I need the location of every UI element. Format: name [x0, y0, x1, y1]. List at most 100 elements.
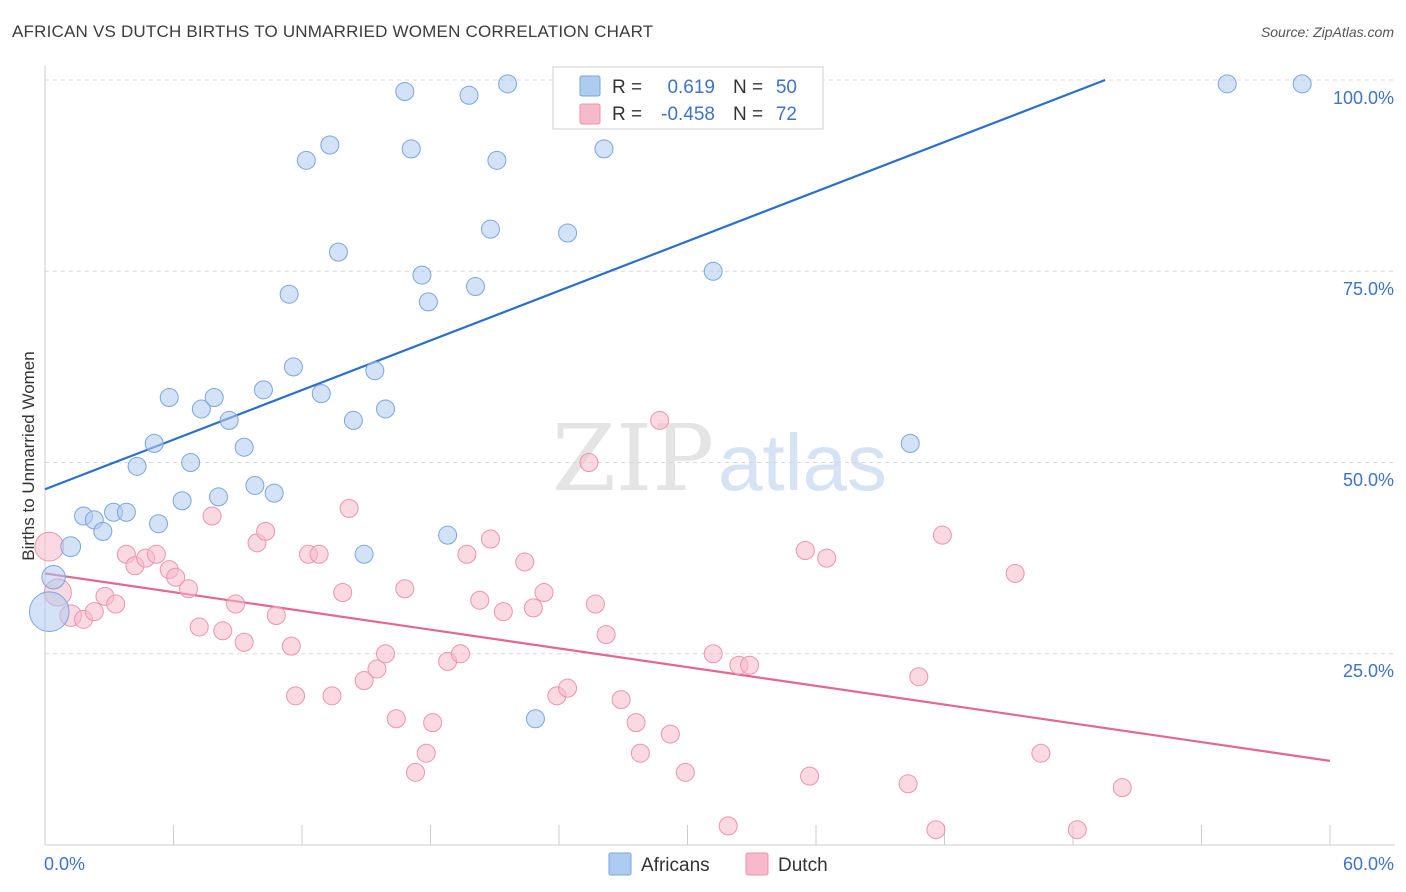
- african-point-19: [245, 475, 265, 495]
- dutch-point-6: [106, 594, 126, 614]
- source-label: Source: ZipAtlas.com: [1260, 24, 1394, 40]
- african-point-44: [594, 139, 614, 159]
- african-point-14: [191, 399, 211, 419]
- african-point-42: [525, 709, 545, 729]
- african-point-32: [395, 81, 415, 101]
- dutch-point-33: [395, 579, 415, 599]
- legend-swatch-africans: [579, 75, 601, 97]
- dutch-point-51: [611, 690, 631, 710]
- chart-title: AFRICAN VS DUTCH BIRTHS TO UNMARRIED WOM…: [12, 22, 654, 41]
- african-point-38: [465, 277, 485, 297]
- african-point-23: [283, 357, 303, 377]
- dutch-point-44: [523, 598, 543, 618]
- dutch-point-61: [795, 540, 815, 560]
- african-point-33: [401, 139, 421, 159]
- african-point-41: [498, 74, 518, 94]
- african-point-24: [296, 150, 316, 170]
- bottom-legend: Africans Dutch: [608, 852, 828, 876]
- african-point-22: [279, 284, 299, 304]
- x-tick-label-max: 60.0%: [1343, 854, 1394, 874]
- african-point-10: [149, 514, 169, 534]
- dutch-point-54: [650, 410, 670, 430]
- bottom-legend-label-dutch: Dutch: [778, 855, 828, 876]
- y-tick-label-25: 25.0%: [1343, 661, 1394, 681]
- dutch-point-41: [480, 529, 500, 549]
- african-point-12: [172, 491, 192, 511]
- dutch-point-36: [423, 713, 443, 733]
- y-tick-label-75: 75.0%: [1343, 279, 1394, 299]
- watermark-zip: ZIP: [552, 405, 714, 512]
- legend-n-value-dutch: 72: [776, 104, 797, 125]
- african-point-49: [1292, 74, 1312, 94]
- dutch-point-21: [266, 606, 286, 625]
- african-point-35: [418, 292, 438, 312]
- dutch-point-32: [386, 709, 406, 729]
- african-point-5: [93, 521, 113, 541]
- dutch-point-34: [406, 762, 426, 782]
- african-point-40: [487, 150, 507, 170]
- african-point-11: [159, 387, 179, 407]
- y-axis-title: Births to Unmarried Women: [19, 351, 38, 560]
- dutch-point-27: [333, 583, 353, 603]
- african-point-39: [480, 219, 500, 239]
- dutch-point-16: [213, 621, 233, 641]
- legend-n-label-africans: N =: [733, 77, 763, 98]
- dutch-point-66: [926, 820, 946, 840]
- dutch-point-23: [286, 686, 306, 706]
- african-point-45: [703, 261, 723, 281]
- dutch-point-26: [322, 686, 342, 706]
- african-point-25: [311, 384, 331, 404]
- axes: [44, 66, 1395, 846]
- dutch-point-69: [1031, 743, 1051, 763]
- dutch-point-15: [202, 506, 222, 526]
- grid: [45, 79, 1395, 655]
- dutch-point-35: [416, 743, 436, 763]
- points: [28, 74, 1312, 840]
- dutch-point-0: [34, 531, 65, 562]
- x-tick-label-min: 0.0%: [44, 854, 85, 874]
- dutch-point-47: [558, 678, 578, 698]
- african-point-27: [328, 242, 348, 262]
- african-point-37: [459, 85, 479, 105]
- african-point-36: [438, 525, 458, 545]
- african-point-21: [264, 483, 284, 503]
- stats-legend: R = 0.619 N = 50 R = -0.458 N = 72: [552, 66, 824, 130]
- dutch-point-62: [800, 766, 820, 786]
- african-point-0: [28, 591, 70, 632]
- legend-swatch-dutch: [579, 103, 601, 125]
- dutch-point-4: [84, 602, 104, 622]
- legend-n-label-dutch: N =: [733, 104, 763, 125]
- bottom-legend-label-africans: Africans: [641, 855, 710, 876]
- african-point-9: [144, 433, 164, 453]
- dutch-point-57: [703, 644, 723, 664]
- dutch-point-20: [256, 521, 276, 541]
- dutch-point-64: [898, 774, 918, 794]
- dutch-point-63: [817, 548, 837, 568]
- dutch-point-38: [450, 644, 470, 664]
- dutch-point-42: [493, 602, 513, 622]
- dutch-point-67: [932, 525, 952, 545]
- legend-r-label-africans: R =: [612, 77, 642, 98]
- dutch-point-60: [740, 655, 760, 675]
- african-point-18: [234, 437, 254, 457]
- african-point-31: [376, 399, 396, 419]
- dutch-point-50: [596, 625, 616, 645]
- legend-r-value-dutch: -0.458: [661, 104, 715, 125]
- dutch-point-52: [626, 713, 646, 733]
- dutch-point-68: [1005, 563, 1025, 583]
- african-point-13: [181, 453, 201, 472]
- african-point-30: [365, 361, 385, 381]
- dutch-point-29: [354, 671, 374, 691]
- dutch-point-13: [178, 579, 198, 599]
- dutch-point-28: [339, 498, 359, 518]
- african-point-7: [116, 502, 136, 522]
- dutch-point-17: [226, 594, 246, 614]
- dutch-point-71: [1112, 778, 1132, 798]
- dutch-point-40: [470, 590, 490, 610]
- african-point-17: [219, 410, 239, 430]
- african-point-43: [558, 223, 578, 243]
- dutch-point-18: [234, 632, 254, 652]
- dutch-point-31: [376, 644, 396, 664]
- watermark-atlas: atlas: [718, 418, 887, 507]
